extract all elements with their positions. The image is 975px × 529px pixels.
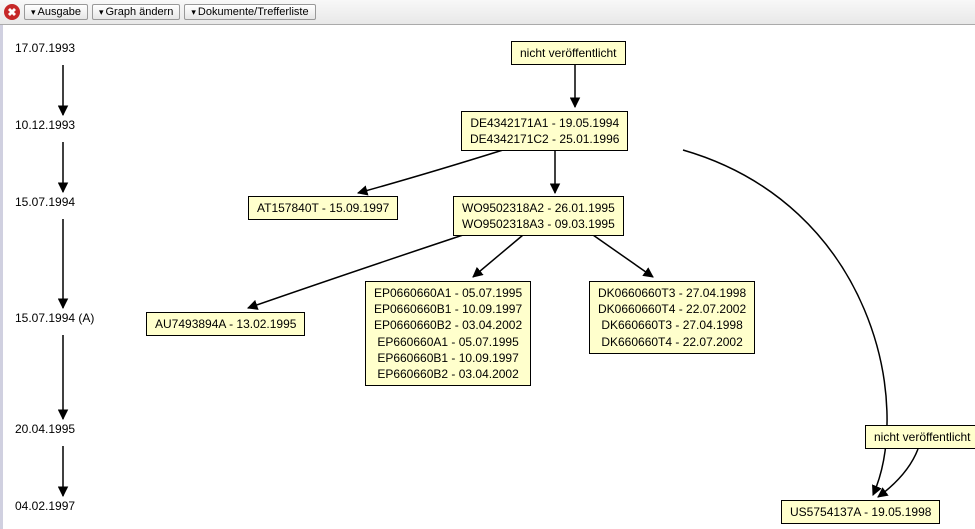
node-line: EP0660660B1 - 10.09.1997	[374, 301, 522, 317]
node-line: DE4342171C2 - 25.01.1996	[470, 131, 619, 147]
node-line: US5754137A - 19.05.1998	[790, 504, 931, 520]
node-line: WO9502318A2 - 26.01.1995	[462, 200, 615, 216]
graph-canvas: 17.07.1993 10.12.1993 15.07.1994 15.07.1994…	[0, 25, 975, 529]
toolbar-btn-ausgabe[interactable]: Ausgabe	[24, 4, 88, 20]
close-icon[interactable]: ✖	[4, 4, 20, 20]
graph-node[interactable]: AT157840T - 15.09.1997	[248, 196, 398, 220]
graph-edge	[473, 235, 523, 277]
node-line: nicht veröffentlicht	[520, 45, 617, 61]
node-line: EP0660660B2 - 03.04.2002	[374, 317, 522, 333]
node-line: AU7493894A - 13.02.1995	[155, 316, 296, 332]
graph-edge	[878, 449, 918, 497]
node-line: EP660660A1 - 05.07.1995	[374, 334, 522, 350]
graph-node[interactable]: EP0660660A1 - 05.07.1995EP0660660B1 - 10…	[365, 281, 531, 386]
node-line: DK0660660T3 - 27.04.1998	[598, 285, 746, 301]
timeline-label: 10.12.1993	[15, 118, 75, 132]
node-line: WO9502318A3 - 09.03.1995	[462, 216, 615, 232]
timeline-label: 17.07.1993	[15, 41, 75, 55]
timeline-label: 15.07.1994 (A)	[15, 311, 94, 325]
node-line: AT157840T - 15.09.1997	[257, 200, 389, 216]
timeline-label: 04.02.1997	[15, 499, 75, 513]
node-line: EP660660B1 - 10.09.1997	[374, 350, 522, 366]
graph-node[interactable]: DK0660660T3 - 27.04.1998DK0660660T4 - 22…	[589, 281, 755, 354]
timeline-label: 20.04.1995	[15, 422, 75, 436]
toolbar: ✖ Ausgabe Graph ändern Dokumente/Treffer…	[0, 0, 975, 25]
graph-edge	[593, 235, 653, 277]
toolbar-btn-graph[interactable]: Graph ändern	[92, 4, 180, 20]
node-line: nicht veröffentlicht	[874, 429, 971, 445]
edges-layer	[3, 25, 975, 529]
graph-node[interactable]: AU7493894A - 13.02.1995	[146, 312, 305, 336]
node-line: DE4342171A1 - 19.05.1994	[470, 115, 619, 131]
timeline-label: 15.07.1994	[15, 195, 75, 209]
node-line: EP0660660A1 - 05.07.1995	[374, 285, 522, 301]
graph-node[interactable]: nicht veröffentlicht	[865, 425, 975, 449]
node-line: DK0660660T4 - 22.07.2002	[598, 301, 746, 317]
graph-node[interactable]: WO9502318A2 - 26.01.1995WO9502318A3 - 09…	[453, 196, 624, 236]
node-line: DK660660T3 - 27.04.1998	[598, 317, 746, 333]
node-line: EP660660B2 - 03.04.2002	[374, 366, 522, 382]
graph-node[interactable]: DE4342171A1 - 19.05.1994DE4342171C2 - 25…	[461, 111, 628, 151]
graph-edge	[358, 150, 503, 193]
graph-node[interactable]: US5754137A - 19.05.1998	[781, 500, 940, 524]
node-line: DK660660T4 - 22.07.2002	[598, 334, 746, 350]
graph-node[interactable]: nicht veröffentlicht	[511, 41, 626, 65]
toolbar-btn-dokumente[interactable]: Dokumente/Trefferliste	[184, 4, 315, 20]
